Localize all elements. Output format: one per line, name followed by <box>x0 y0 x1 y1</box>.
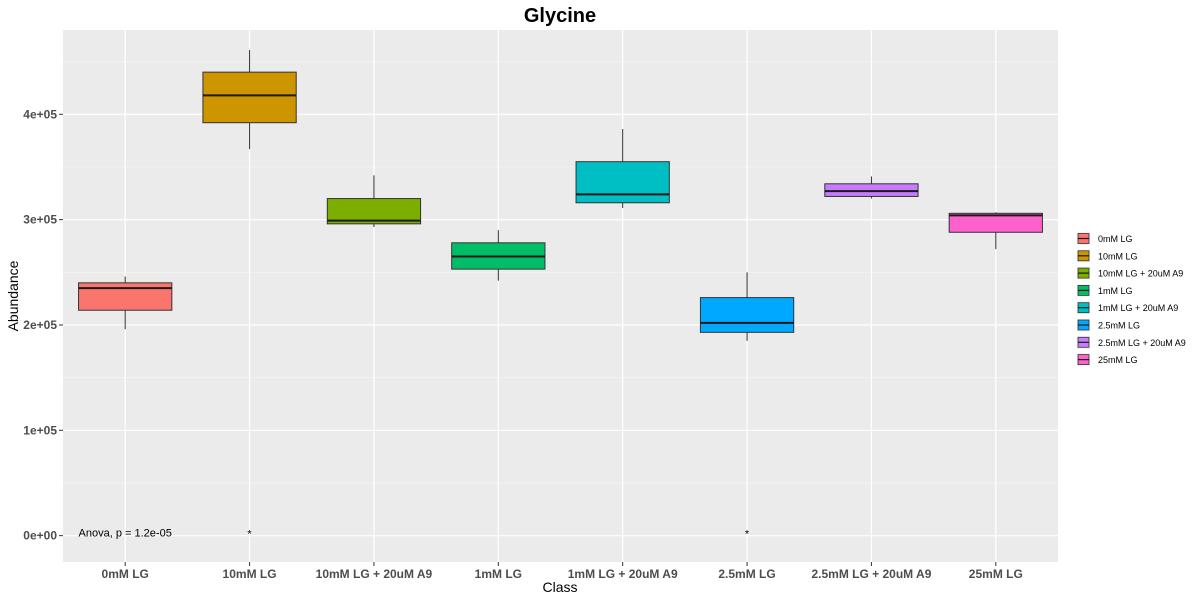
y-axis-label: Abundance <box>5 260 21 331</box>
legend-item: 1mM LG + 20uM A9 <box>1077 301 1178 315</box>
x-tick-label: 1mM LG <box>475 567 522 581</box>
x-tick-label: 10mM LG + 20uM A9 <box>316 567 433 581</box>
x-axis-ticks: 0mM LG 10mM LG 10mM LG + 20uM A9 1mM LG 1mM … <box>102 562 1023 581</box>
legend-label: 1mM LG <box>1098 286 1133 296</box>
x-tick-label: 25mM LG <box>969 567 1023 581</box>
chart-title: Glycine <box>524 5 596 27</box>
legend-label: 2.5mM LG + 20uM A9 <box>1098 338 1186 348</box>
box-body <box>326 198 422 225</box>
annotations: Anova, p = 1.2e-05 * * <box>79 528 750 541</box>
legend-label: 10mM LG + 20uM A9 <box>1098 269 1183 279</box>
x-tick-label: 0mM LG <box>102 567 149 581</box>
box-body <box>824 183 919 197</box>
y-tick-label: 0e+00 <box>23 529 57 543</box>
annotation-text: * <box>247 529 252 541</box>
legend-label: 10mM LG <box>1098 251 1138 261</box>
x-tick-label: 10mM LG <box>223 567 277 581</box>
y-tick-label: 4e+05 <box>23 107 57 121</box>
box-plots <box>78 50 1043 341</box>
box-body <box>575 161 670 204</box>
x-tick-label: 2.5mM LG + 20uM A9 <box>811 567 931 581</box>
x-tick-label: 2.5mM LG <box>718 567 775 581</box>
y-axis-ticks: 0e+00 1e+05 2e+05 3e+05 4e+05 <box>23 107 63 543</box>
y-tick-label: 3e+05 <box>23 213 57 227</box>
annotation-text: * <box>745 529 750 541</box>
box-2 <box>326 175 422 227</box>
legend-item: 25mM LG <box>1077 353 1138 367</box>
box-3 <box>451 230 546 281</box>
legend-item: 2.5mM LG <box>1077 318 1140 332</box>
legend-label: 25mM LG <box>1098 355 1138 365</box>
x-axis-label: Class <box>542 579 577 595</box>
box-4 <box>575 129 670 209</box>
legend-label: 2.5mM LG <box>1098 321 1140 331</box>
box-5 <box>699 272 795 341</box>
legend-label: 0mM LG <box>1098 234 1133 244</box>
legend-item: 0mM LG <box>1077 232 1133 245</box>
legend-label: 1mM LG + 20uM A9 <box>1098 303 1178 313</box>
y-tick-label: 2e+05 <box>23 318 57 332</box>
legend-item: 1mM LG <box>1077 283 1133 297</box>
box-body <box>202 71 297 124</box>
box-7 <box>948 212 1043 250</box>
annotation-text: Anova, p = 1.2e-05 <box>79 528 172 540</box>
box-1 <box>202 50 297 150</box>
legend-item: 10mM LG <box>1077 249 1138 263</box>
box-body <box>78 282 173 311</box>
legend: 0mM LG 10mM LG 10mM LG + 20uM A9 1mM LG 1mM … <box>1077 232 1186 367</box>
legend-item: 2.5mM LG + 20uM A9 <box>1077 335 1186 349</box>
x-tick-label: 1mM LG + 20uM A9 <box>568 567 678 581</box>
box-6 <box>824 176 919 199</box>
box-body <box>699 297 795 333</box>
y-tick-label: 1e+05 <box>23 423 57 437</box>
box-0 <box>78 276 173 330</box>
legend-item: 10mM LG + 20uM A9 <box>1077 266 1183 280</box>
box-body <box>948 212 1043 233</box>
